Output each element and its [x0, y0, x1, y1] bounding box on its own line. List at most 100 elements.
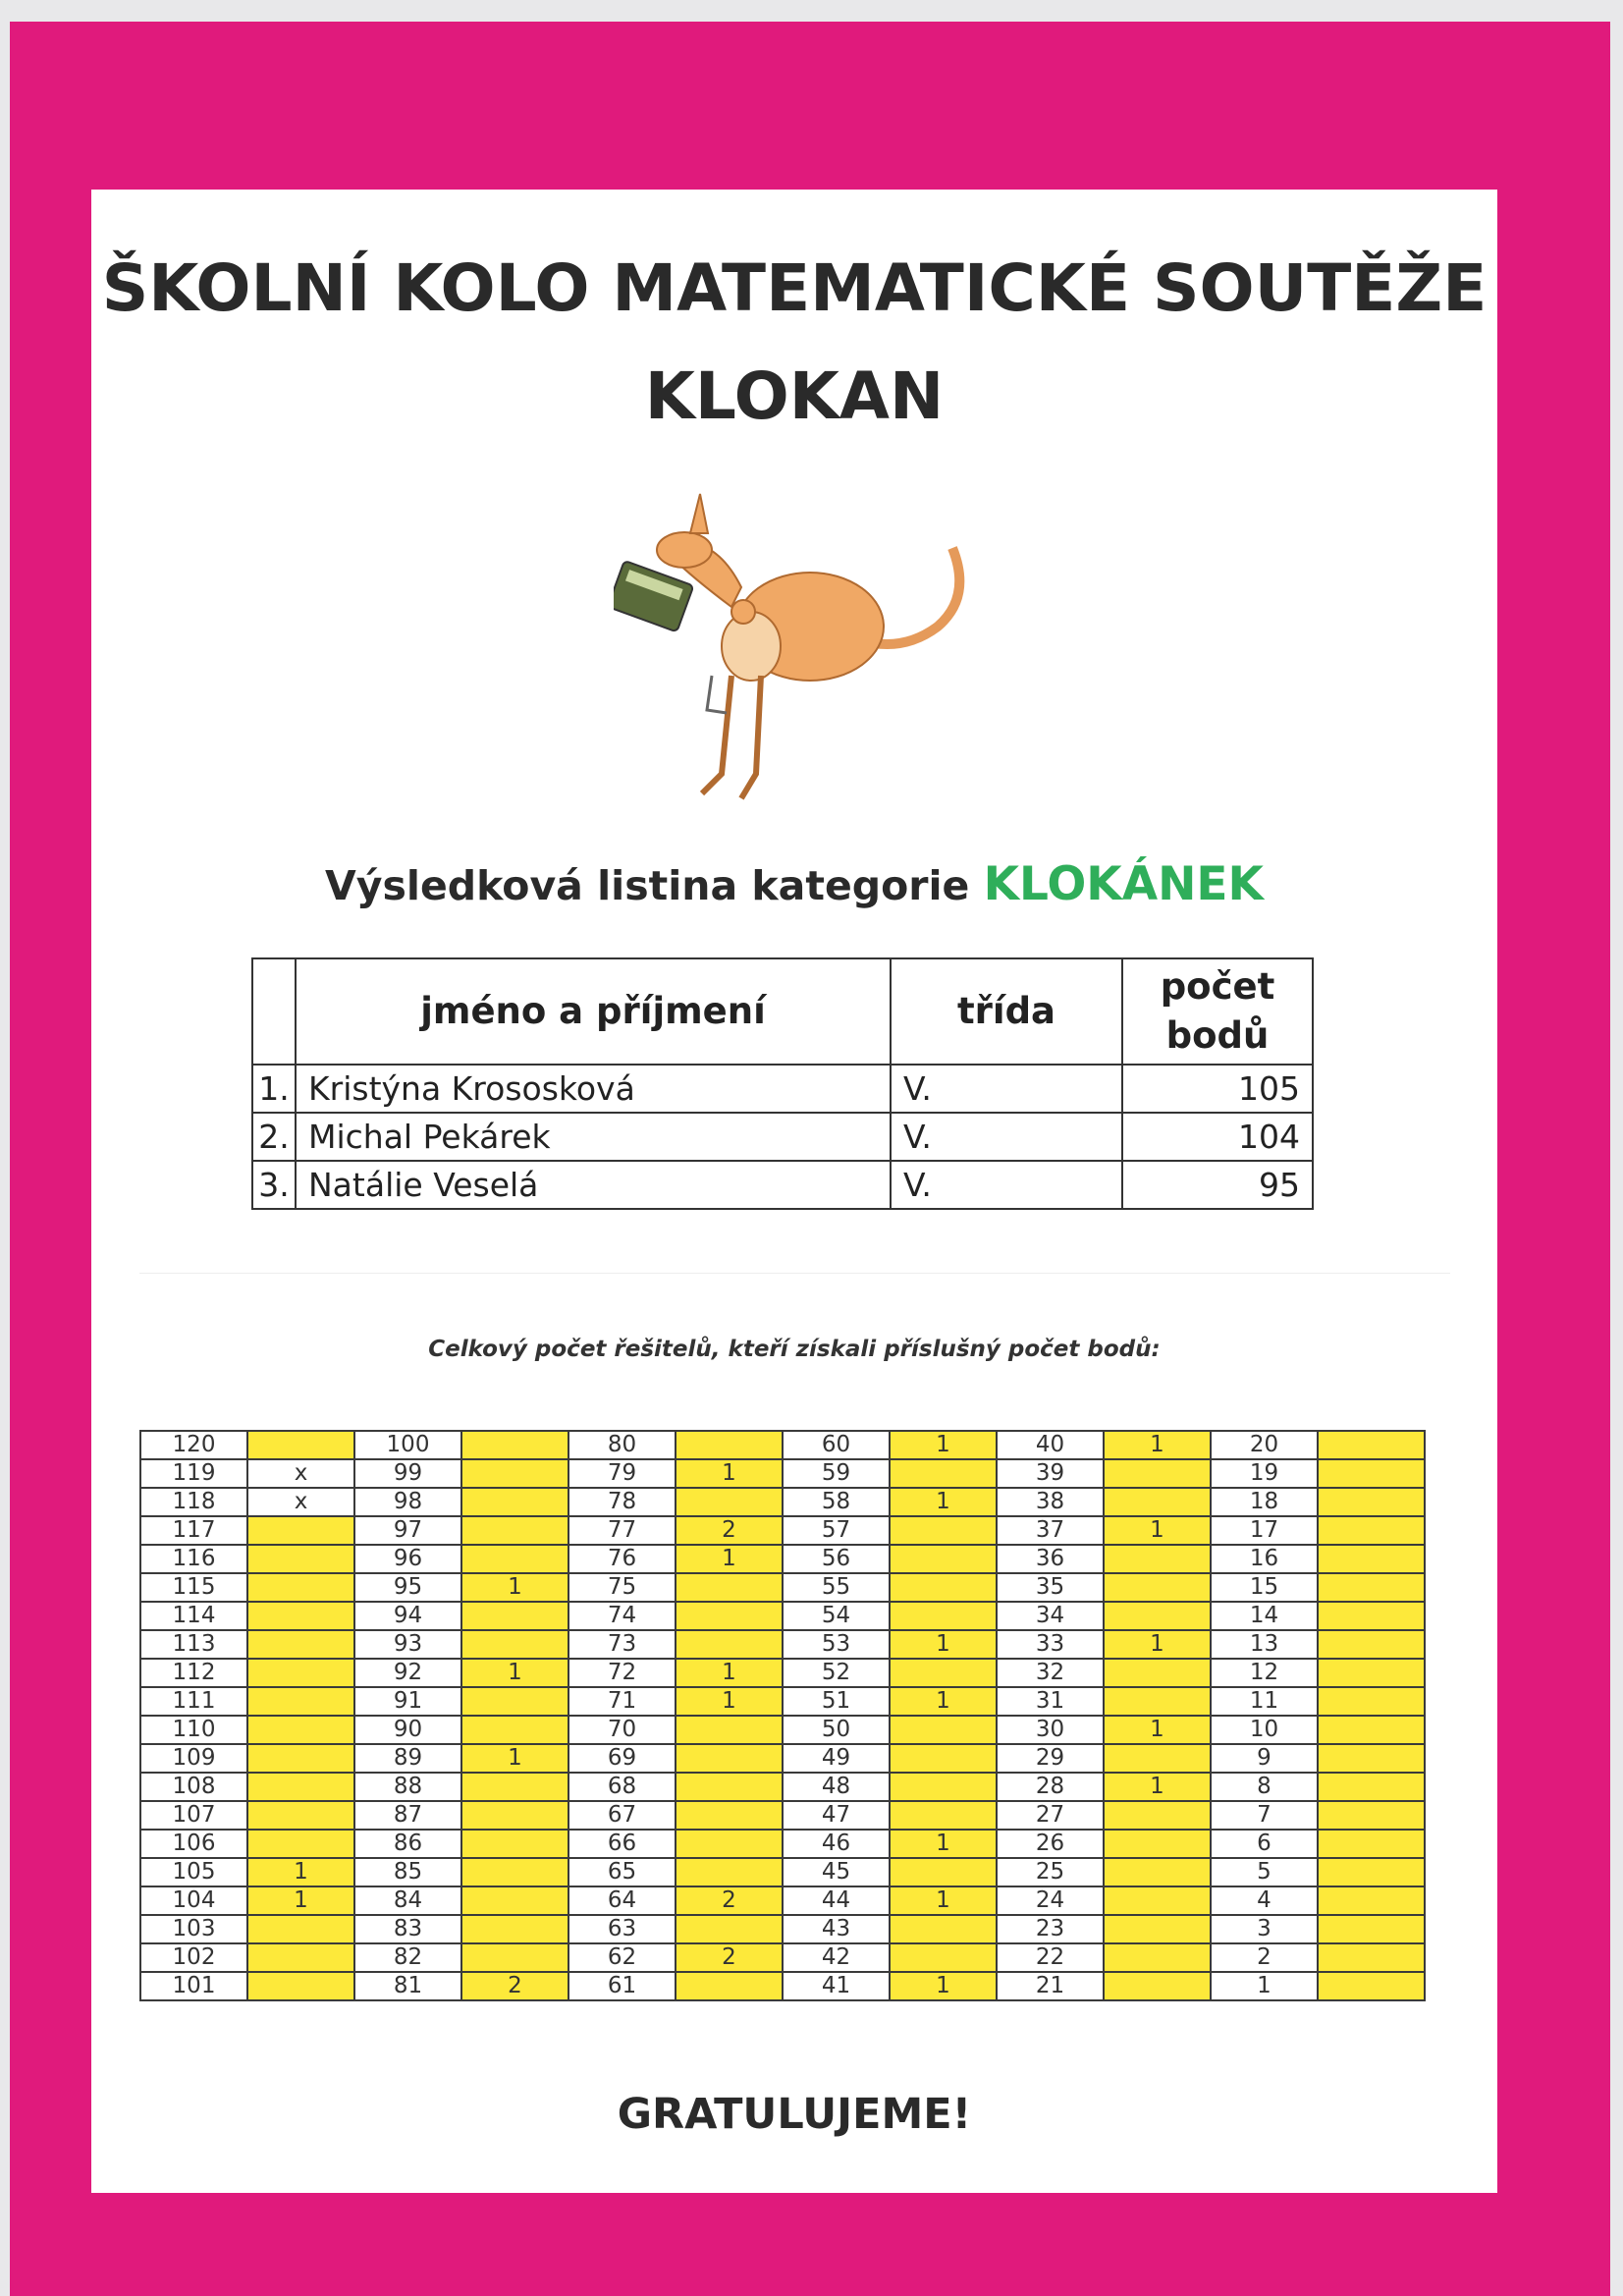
score-cell: 84: [353, 1886, 462, 1916]
score-cell: 1: [1210, 1971, 1319, 2001]
score-cell: 85: [353, 1857, 462, 1887]
score-cell: 19: [1210, 1458, 1319, 1489]
score-cell: 59: [782, 1458, 891, 1489]
kangaroo-icon: [614, 493, 965, 800]
score-cell: 9: [1210, 1743, 1319, 1774]
score-cell: 98: [353, 1487, 462, 1517]
score-cell: 117: [139, 1515, 248, 1546]
score-cell: 107: [139, 1800, 248, 1831]
score-cell: 120: [139, 1430, 248, 1460]
count-cell: [460, 1715, 569, 1745]
score-cell: 80: [568, 1430, 676, 1460]
count-cell: [1317, 1857, 1426, 1887]
count-cell: [246, 1715, 355, 1745]
score-cell: 13: [1210, 1629, 1319, 1660]
score-cell: 92: [353, 1658, 462, 1688]
score-cell: 4: [1210, 1886, 1319, 1916]
count-cell: [246, 1515, 355, 1546]
category-name: KLOKÁNEK: [983, 857, 1264, 911]
count-cell: [1103, 1857, 1212, 1887]
score-cell: 29: [996, 1743, 1105, 1774]
count-cell: [246, 1914, 355, 1944]
results-row: 1. Kristýna Krososková V. 105: [251, 1064, 1314, 1114]
count-cell: [460, 1686, 569, 1717]
score-cell: 41: [782, 1971, 891, 2001]
count-cell: [246, 1572, 355, 1603]
count-cell: [889, 1544, 998, 1574]
score-cell: 116: [139, 1544, 248, 1574]
count-cell: [675, 1430, 784, 1460]
count-cell: [460, 1430, 569, 1460]
grid-row: 118 x 98 78 58 1 38 18: [139, 1487, 1426, 1517]
score-cell: 106: [139, 1829, 248, 1859]
score-cell: 5: [1210, 1857, 1319, 1887]
score-cell: 89: [353, 1743, 462, 1774]
results-header-row: jméno a příjmení třída počet bodů: [251, 957, 1314, 1066]
score-cell: 73: [568, 1629, 676, 1660]
count-cell: [675, 1800, 784, 1831]
score-cell: 83: [353, 1914, 462, 1944]
score-cell: 34: [996, 1601, 1105, 1631]
count-cell: [1317, 1942, 1426, 1973]
count-cell: [246, 1544, 355, 1574]
count-cell: [460, 1487, 569, 1517]
student-name: Natálie Veselá: [295, 1160, 892, 1210]
score-cell: 15: [1210, 1572, 1319, 1603]
score-cell: 109: [139, 1743, 248, 1774]
score-distribution-table: 120 100 80 60 1 40 1 20 119 x 99 79 1 59 39 19 118 x 98 78 5…: [139, 1430, 1426, 2001]
count-cell: [460, 1544, 569, 1574]
score-cell: 55: [782, 1572, 891, 1603]
score-cell: 81: [353, 1971, 462, 2001]
student-name: Michal Pekárek: [295, 1112, 892, 1162]
score-cell: 70: [568, 1715, 676, 1745]
count-cell: [889, 1715, 998, 1745]
score-cell: 118: [139, 1487, 248, 1517]
score-cell: 24: [996, 1886, 1105, 1916]
score-cell: 56: [782, 1544, 891, 1574]
score-cell: 71: [568, 1686, 676, 1717]
score-cell: 18: [1210, 1487, 1319, 1517]
grid-row: 117 97 77 2 57 37 1 17: [139, 1515, 1426, 1546]
count-cell: [1317, 1772, 1426, 1802]
results-table: jméno a příjmení třída počet bodů 1. Kri…: [251, 957, 1314, 1210]
count-cell: x: [246, 1487, 355, 1517]
score-cell: 32: [996, 1658, 1105, 1688]
count-cell: [460, 1942, 569, 1973]
count-cell: 1: [889, 1886, 998, 1916]
count-cell: [246, 1430, 355, 1460]
score-cell: 28: [996, 1772, 1105, 1802]
count-cell: [246, 1829, 355, 1859]
count-cell: [1103, 1487, 1212, 1517]
count-cell: 1: [889, 1487, 998, 1517]
score-cell: 31: [996, 1686, 1105, 1717]
grid-row: 102 82 62 2 42 22 2: [139, 1942, 1426, 1973]
score-cell: 14: [1210, 1601, 1319, 1631]
score-cell: 46: [782, 1829, 891, 1859]
count-cell: 2: [675, 1942, 784, 1973]
score-cell: 23: [996, 1914, 1105, 1944]
score-cell: 47: [782, 1800, 891, 1831]
score-cell: 91: [353, 1686, 462, 1717]
grid-row: 110 90 70 50 30 1 10: [139, 1715, 1426, 1745]
score-cell: 20: [1210, 1430, 1319, 1460]
count-cell: [675, 1572, 784, 1603]
count-cell: [1317, 1572, 1426, 1603]
score-cell: 51: [782, 1686, 891, 1717]
count-cell: 1: [675, 1458, 784, 1489]
score-cell: 57: [782, 1515, 891, 1546]
grid-row: 101 81 2 61 41 1 21 1: [139, 1971, 1426, 2001]
score-cell: 88: [353, 1772, 462, 1802]
count-cell: [460, 1857, 569, 1887]
count-cell: 1: [460, 1743, 569, 1774]
count-cell: 1: [675, 1686, 784, 1717]
count-cell: [675, 1857, 784, 1887]
score-cell: 2: [1210, 1942, 1319, 1973]
count-cell: [1103, 1601, 1212, 1631]
grid-row: 120 100 80 60 1 40 1 20: [139, 1430, 1426, 1460]
score-cell: 58: [782, 1487, 891, 1517]
rank: 3.: [251, 1160, 297, 1210]
score-cell: 94: [353, 1601, 462, 1631]
score-cell: 38: [996, 1487, 1105, 1517]
score-cell: 8: [1210, 1772, 1319, 1802]
class: V.: [890, 1160, 1123, 1210]
